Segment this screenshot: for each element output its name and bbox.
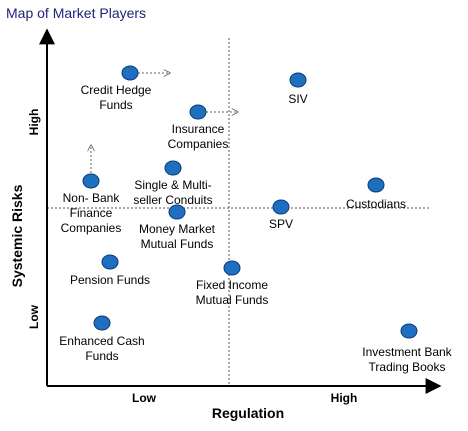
player-dot [101, 254, 119, 270]
y-high-label: High [27, 109, 41, 136]
player-dot [164, 160, 182, 176]
y-axis-title: Systemic Risks [9, 184, 25, 287]
player-label: Pension Funds [70, 273, 150, 287]
player-label: SIV [288, 92, 307, 106]
player-label: Fixed Income Mutual Funds [196, 278, 269, 307]
market-player: Enhanced Cash Funds [59, 315, 145, 363]
market-player: Non- Bank Finance Companies [61, 145, 122, 235]
player-dot [400, 323, 418, 339]
player-dot [93, 315, 111, 331]
player-label: Custodians [346, 197, 406, 211]
market-player: Single & Multi-seller Conduits [133, 160, 213, 207]
player-label: Enhanced Cash Funds [59, 334, 144, 363]
player-label: Money Market Mutual Funds [139, 222, 216, 251]
player-label: Insurance Companies [168, 122, 229, 151]
player-label: Investment Bank Trading Books [362, 345, 452, 374]
player-dot [367, 177, 385, 193]
player-dot [272, 199, 290, 215]
player-label: SPV [269, 217, 293, 231]
player-label: Credit Hedge Funds [81, 83, 152, 112]
market-player: Credit Hedge Funds [81, 65, 170, 112]
market-player: Pension Funds [70, 254, 150, 287]
market-players: Credit Hedge Funds SIV Insurance Companies Si… [59, 65, 453, 374]
player-dot [223, 260, 241, 276]
market-player: Insurance Companies [168, 104, 238, 151]
market-player: Money Market Mutual Funds [139, 204, 216, 251]
market-player: SIV [288, 72, 308, 106]
diagram-title: Map of Market Players [6, 5, 147, 21]
player-dot [121, 65, 139, 81]
player-label: Single & Multi-seller Conduits [133, 178, 212, 207]
player-dot [168, 204, 186, 220]
market-player: Fixed Income Mutual Funds [196, 260, 269, 307]
player-dot [82, 173, 100, 189]
player-dot [189, 104, 207, 120]
market-player: Investment Bank Trading Books [362, 323, 453, 374]
x-axis-title: Regulation [212, 405, 284, 421]
market-player: Custodians [346, 177, 406, 211]
y-low-label: Low [27, 304, 41, 329]
player-label: Non- Bank Finance Companies [61, 191, 122, 235]
player-dot [289, 72, 307, 88]
market-player: SPV [269, 199, 293, 231]
x-high-label: High [331, 391, 358, 405]
x-low-label: Low [132, 391, 157, 405]
